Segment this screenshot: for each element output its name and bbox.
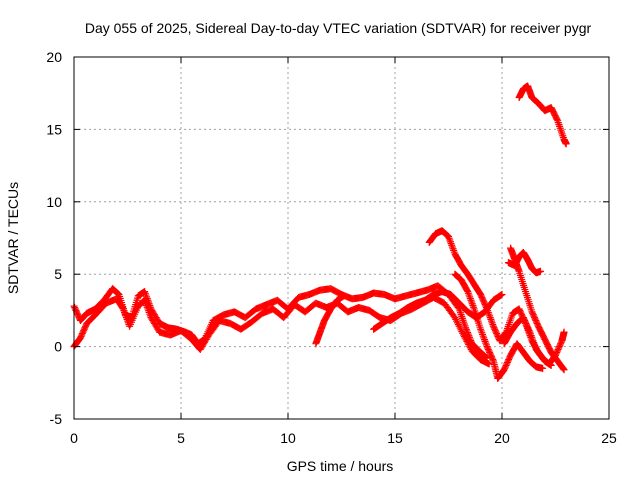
data-point <box>498 290 506 298</box>
data-point <box>459 331 467 339</box>
series-arc-8 <box>504 248 545 277</box>
plot-area-border <box>73 56 610 420</box>
data-point <box>489 356 497 364</box>
data-point <box>460 333 468 341</box>
chart-title: Day 055 of 2025, Sidereal Day-to-day VTE… <box>85 20 592 36</box>
data-point <box>553 115 561 123</box>
data-point <box>463 337 471 345</box>
y-tick-label: 15 <box>46 121 62 137</box>
data-point <box>462 336 470 344</box>
data-point <box>537 267 545 275</box>
data-point <box>560 328 568 336</box>
series-arc-6 <box>451 270 547 382</box>
data-point <box>464 330 472 338</box>
data-point <box>340 292 348 300</box>
data-point <box>465 332 473 340</box>
x-tick-label: 15 <box>387 430 403 446</box>
series-arc-10 <box>515 82 570 148</box>
y-tick-label: 5 <box>54 266 62 282</box>
data-point <box>465 342 473 350</box>
data-point <box>461 334 469 342</box>
y-axis-label: SDTVAR / TECUs <box>5 182 21 294</box>
data-point <box>465 341 473 349</box>
y-tick-label: -5 <box>50 411 63 427</box>
data-point <box>464 329 472 337</box>
data-point <box>466 344 474 352</box>
data-point <box>560 366 568 374</box>
y-tick-label: 10 <box>46 194 62 210</box>
data-marks <box>70 82 570 382</box>
x-tick-label: 10 <box>280 430 296 446</box>
data-point <box>562 140 570 148</box>
series-arc-9 <box>500 314 568 368</box>
data-point <box>482 304 490 312</box>
series-arc-7 <box>507 244 568 374</box>
data-point <box>525 327 533 335</box>
x-tick-label: 20 <box>494 430 510 446</box>
x-axis-label: GPS time / hours <box>287 458 394 474</box>
y-tick-label: 20 <box>46 49 62 65</box>
y-tick-label: 0 <box>54 339 62 355</box>
data-point <box>464 339 472 347</box>
data-point <box>559 365 567 373</box>
x-tick-label: 0 <box>70 430 78 446</box>
axis-ticks: 0 5 10 15 20 25 -5 0 5 10 15 20 <box>46 49 617 446</box>
data-point <box>539 364 547 372</box>
series-arc-3 <box>312 292 348 348</box>
x-tick-label: 5 <box>177 430 185 446</box>
x-tick-label: 25 <box>601 430 617 446</box>
